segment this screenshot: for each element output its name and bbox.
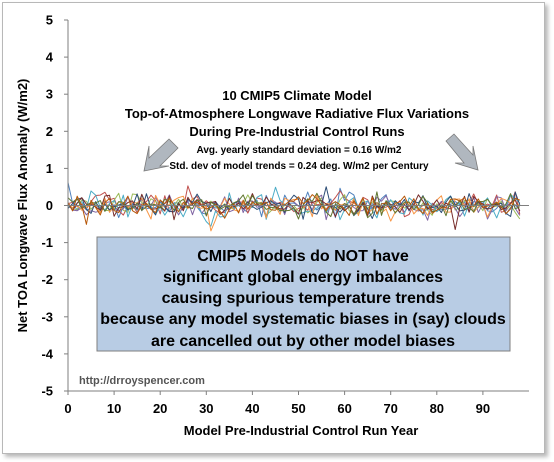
y-tick-label: 1 bbox=[46, 161, 53, 176]
x-tick-label: 10 bbox=[107, 401, 121, 416]
annotation-title-line: Top-of-Atmosphere Longwave Radiative Flu… bbox=[125, 106, 469, 121]
callout-box bbox=[96, 236, 511, 352]
y-tick-label: 4 bbox=[46, 50, 54, 65]
x-axis-title: Model Pre-Industrial Control Run Year bbox=[184, 423, 419, 438]
y-tick-label: -5 bbox=[41, 384, 53, 399]
annotation-stats-line: Avg. yearly standard deviation = 0.16 W/… bbox=[197, 145, 402, 156]
callout-line: are cancelled out by other model biases bbox=[151, 333, 455, 350]
series-layer bbox=[67, 182, 521, 232]
annotation-title-line: During Pre-Industrial Control Runs bbox=[189, 124, 404, 139]
y-tick-label: 0 bbox=[46, 198, 53, 213]
x-tick-label: 70 bbox=[383, 401, 397, 416]
x-tick-label: 20 bbox=[153, 401, 167, 416]
y-tick-label: -2 bbox=[41, 272, 53, 287]
chart-frame: 5 4 3 2 1 0 -1 -2 -3 -4 -5 0 10 20 30 40 50 60 70 80 90 Model… bbox=[2, 2, 545, 454]
x-tick-label: 80 bbox=[430, 401, 444, 416]
y-tick-label: 5 bbox=[46, 13, 53, 28]
x-tick-label: 60 bbox=[337, 401, 351, 416]
callout-line: because any model systematic biases in (… bbox=[100, 311, 506, 328]
callout-line: significant global energy imbalances bbox=[163, 269, 443, 286]
x-tick-label: 90 bbox=[476, 401, 490, 416]
arrow-right-icon bbox=[445, 133, 479, 171]
model-series-line bbox=[67, 194, 520, 225]
model-series-line bbox=[67, 182, 521, 219]
x-tick-label: 0 bbox=[64, 401, 71, 416]
y-tick-label: -3 bbox=[41, 309, 53, 324]
y-tick-label: -4 bbox=[41, 346, 53, 361]
y-tick-label: 2 bbox=[46, 124, 53, 139]
arrow-left-icon bbox=[143, 138, 179, 172]
x-tick-label: 30 bbox=[199, 401, 213, 416]
y-tick-label: 3 bbox=[46, 87, 53, 102]
model-series-line bbox=[67, 191, 521, 220]
y-tick-label: -1 bbox=[41, 235, 53, 250]
annotation-layer: 10 CMIP5 Climate Model Top-of-Atmosphere … bbox=[79, 88, 511, 387]
annotation-title-line: 10 CMIP5 Climate Model bbox=[222, 88, 372, 103]
x-tick-label: 40 bbox=[245, 401, 259, 416]
callout-line: CMIP5 Models do NOT have bbox=[197, 248, 409, 265]
x-tick-label: 50 bbox=[291, 401, 305, 416]
annotation-stats-line: Std. dev of model trends = 0.24 deg. W/m… bbox=[169, 161, 429, 172]
y-axis-title: Net TOA Longwave Flux Anomaly (W/m2) bbox=[15, 79, 30, 333]
callout-line: causing spurious temperature trends bbox=[162, 290, 445, 307]
source-url: http://drroyspencer.com bbox=[79, 375, 205, 387]
